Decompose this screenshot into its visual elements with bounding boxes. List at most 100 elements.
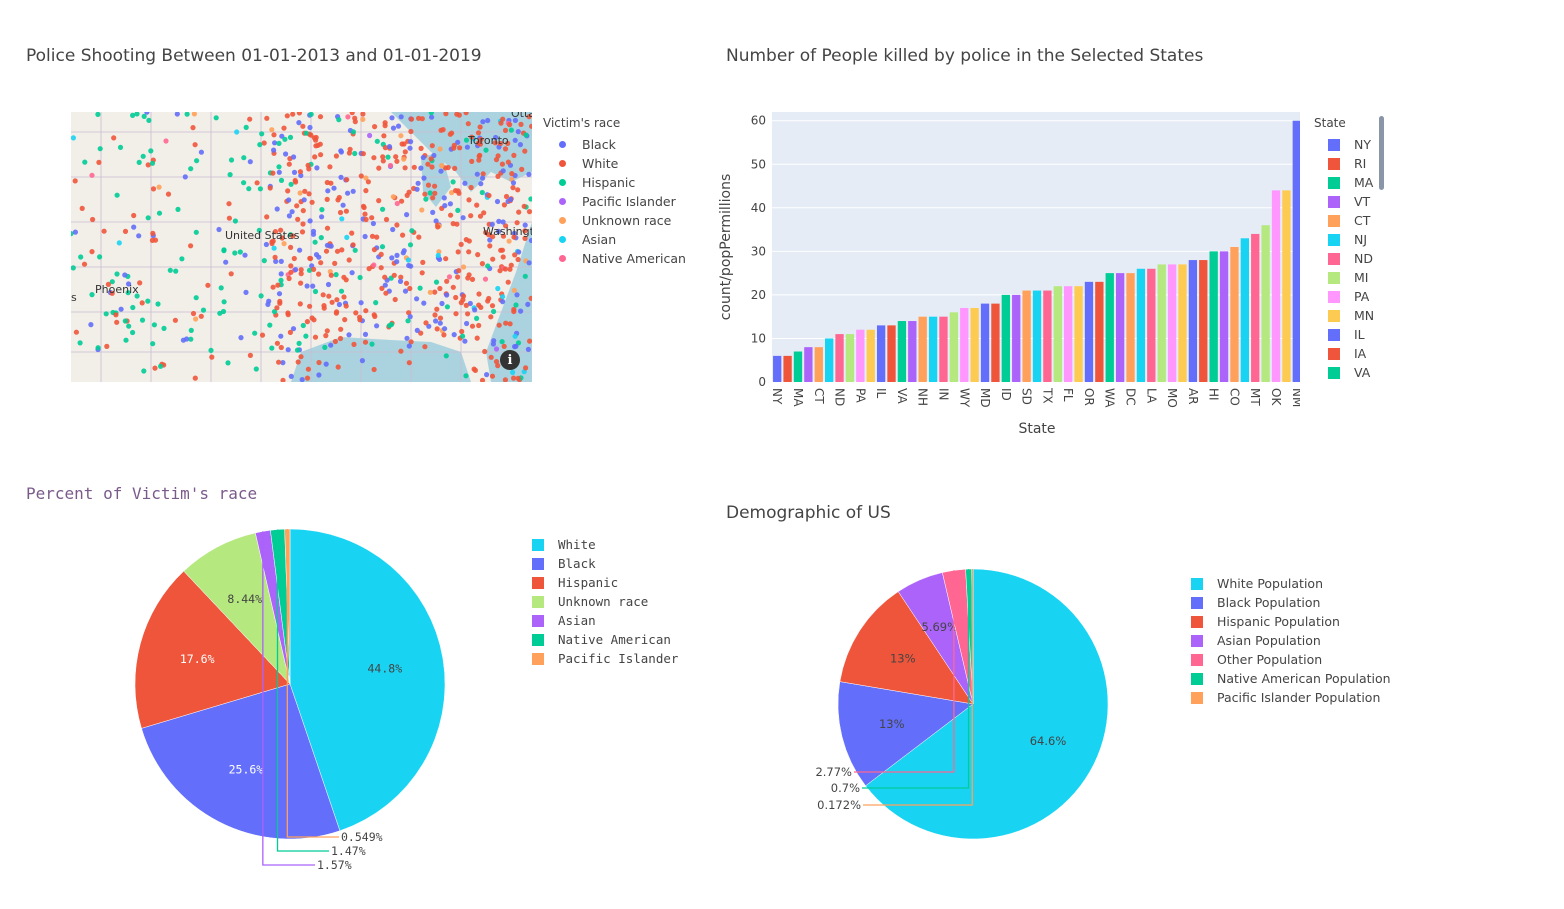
victim-marker[interactable]	[247, 352, 253, 358]
victim-marker[interactable]	[478, 304, 484, 310]
victim-marker[interactable]	[287, 134, 294, 140]
victim-marker[interactable]	[320, 292, 326, 298]
victim-marker[interactable]	[339, 247, 345, 253]
victim-marker[interactable]	[496, 218, 502, 224]
victim-marker[interactable]	[139, 317, 146, 323]
victim-marker[interactable]	[218, 285, 224, 291]
victim-marker[interactable]	[456, 268, 462, 274]
victim-marker[interactable]	[298, 280, 304, 286]
victim-marker[interactable]	[307, 303, 313, 309]
map-canvas[interactable]	[71, 112, 532, 382]
victim-marker[interactable]	[71, 265, 76, 271]
victim-marker[interactable]	[334, 297, 340, 303]
victim-marker[interactable]	[487, 243, 493, 249]
victim-marker[interactable]	[308, 112, 314, 117]
victim-marker[interactable]	[394, 222, 400, 228]
victim-marker[interactable]	[481, 210, 487, 216]
victim-marker[interactable]	[285, 347, 291, 353]
pie1-legend-item[interactable]: Pacific Islander	[518, 649, 678, 668]
victim-marker[interactable]	[152, 365, 158, 371]
victim-marker[interactable]	[324, 328, 330, 334]
victim-marker[interactable]	[516, 209, 522, 215]
victim-marker[interactable]	[188, 166, 194, 172]
victim-marker[interactable]	[515, 129, 521, 135]
bar[interactable]	[1271, 190, 1281, 382]
victim-marker[interactable]	[463, 137, 470, 143]
bar-legend-item[interactable]: VA	[1314, 363, 1374, 382]
victim-marker[interactable]	[307, 124, 313, 131]
bar-legend-item[interactable]: RI	[1314, 154, 1374, 173]
victim-marker[interactable]	[109, 279, 115, 285]
victim-marker[interactable]	[97, 146, 103, 152]
victim-marker[interactable]	[435, 224, 441, 230]
victim-marker[interactable]	[340, 202, 346, 208]
victim-marker[interactable]	[316, 271, 322, 277]
map-legend-item[interactable]: Black	[543, 135, 686, 154]
bar[interactable]	[1178, 264, 1187, 382]
victim-marker[interactable]	[291, 255, 297, 262]
victim-marker[interactable]	[433, 218, 439, 224]
victim-marker[interactable]	[109, 290, 115, 296]
victim-marker[interactable]	[502, 127, 509, 133]
victim-marker[interactable]	[511, 306, 517, 313]
victim-marker[interactable]	[346, 257, 352, 263]
victim-marker[interactable]	[406, 262, 412, 269]
victim-marker[interactable]	[261, 140, 267, 146]
victim-marker[interactable]	[290, 112, 296, 117]
victim-marker[interactable]	[447, 201, 453, 207]
victim-marker[interactable]	[252, 330, 258, 336]
victim-marker[interactable]	[468, 213, 474, 219]
victim-marker[interactable]	[88, 322, 94, 328]
victim-marker[interactable]	[516, 249, 522, 255]
bar[interactable]	[1115, 273, 1125, 382]
pie1-legend-item[interactable]: Black	[518, 554, 678, 573]
victim-marker[interactable]	[391, 272, 397, 278]
bar[interactable]	[814, 347, 823, 382]
victim-marker[interactable]	[280, 377, 286, 382]
victim-marker[interactable]	[460, 215, 466, 221]
victim-marker[interactable]	[474, 202, 480, 208]
victim-marker[interactable]	[406, 343, 412, 349]
map-legend-item[interactable]: Asian	[543, 230, 686, 249]
victim-marker[interactable]	[389, 255, 395, 261]
victim-marker[interactable]	[429, 164, 435, 170]
victim-marker[interactable]	[290, 326, 297, 332]
victim-marker[interactable]	[265, 301, 271, 307]
victim-marker[interactable]	[474, 315, 480, 321]
bar[interactable]	[1032, 290, 1042, 382]
victim-marker[interactable]	[281, 125, 287, 131]
victim-marker[interactable]	[360, 112, 366, 117]
bar[interactable]	[1022, 290, 1031, 382]
victim-marker[interactable]	[510, 369, 516, 375]
victim-marker[interactable]	[496, 322, 502, 328]
victim-marker[interactable]	[136, 159, 142, 165]
victim-marker[interactable]	[137, 280, 143, 286]
victim-marker[interactable]	[82, 159, 88, 165]
victim-marker[interactable]	[443, 353, 449, 359]
victim-marker[interactable]	[221, 299, 227, 305]
victim-marker[interactable]	[500, 168, 506, 174]
victim-marker[interactable]	[502, 266, 508, 272]
victim-marker[interactable]	[449, 190, 455, 196]
victim-marker[interactable]	[465, 275, 471, 281]
victim-marker[interactable]	[514, 220, 520, 226]
victim-marker[interactable]	[451, 142, 457, 148]
victim-marker[interactable]	[294, 347, 301, 353]
victim-marker[interactable]	[130, 304, 136, 311]
bar[interactable]	[1043, 290, 1052, 382]
victim-marker[interactable]	[122, 272, 128, 278]
pie2-legend-item[interactable]: Black Population	[1177, 593, 1391, 612]
victim-marker[interactable]	[316, 254, 322, 260]
victim-marker[interactable]	[323, 333, 329, 339]
victim-marker[interactable]	[345, 114, 351, 120]
victim-marker[interactable]	[114, 192, 120, 198]
info-icon[interactable]: i	[500, 350, 520, 370]
victim-marker[interactable]	[459, 328, 465, 335]
victim-marker[interactable]	[476, 322, 482, 329]
victim-marker[interactable]	[453, 188, 459, 194]
victim-marker[interactable]	[276, 291, 283, 297]
victim-marker[interactable]	[395, 123, 402, 129]
victim-marker[interactable]	[371, 312, 377, 318]
victim-marker[interactable]	[328, 272, 334, 278]
victim-marker[interactable]	[430, 209, 436, 215]
